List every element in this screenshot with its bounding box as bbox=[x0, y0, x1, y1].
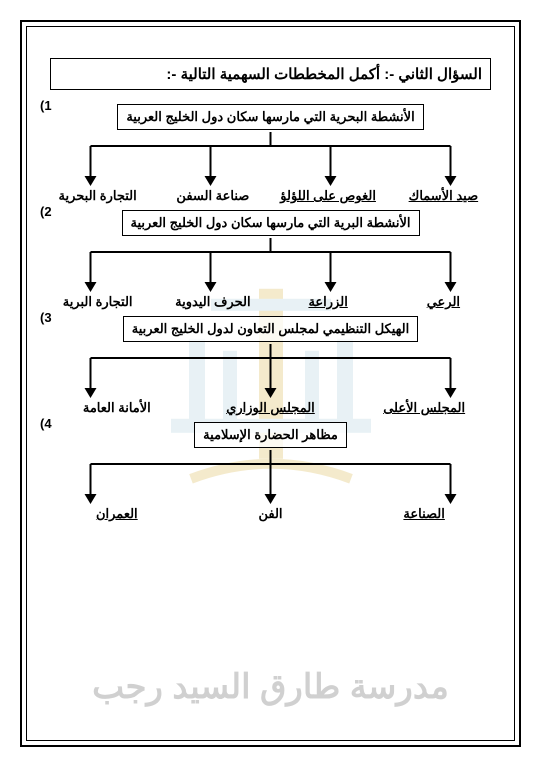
diagram-leaf: الفن bbox=[194, 506, 348, 522]
diagram-leaves: صيد الأسماكالغوص على اللؤلؤصناعة السفنال… bbox=[40, 188, 501, 204]
question-title: السؤال الثاني -: أكمل المخططات السهمية ا… bbox=[50, 58, 491, 90]
diagram-leaf: الزراعة bbox=[271, 294, 386, 310]
diagram-leaf: العمران bbox=[40, 506, 194, 522]
diagram-block: 1)الأنشطة البحرية التي مارسها سكان دول ا… bbox=[40, 104, 501, 204]
diagram-title: مظاهر الحضارة الإسلامية bbox=[194, 422, 347, 448]
diagram-title: الأنشطة البحرية التي مارسها سكان دول الخ… bbox=[117, 104, 423, 130]
arrows bbox=[40, 450, 501, 504]
arrows bbox=[40, 132, 501, 186]
content: السؤال الثاني -: أكمل المخططات السهمية ا… bbox=[28, 28, 513, 739]
diagram-block: 4)مظاهر الحضارة الإسلاميةالصناعةالفنالعم… bbox=[40, 422, 501, 522]
diagram-leaf: الأمانة العامة bbox=[40, 400, 194, 416]
diagram-title: الهيكل التنظيمي لمجلس التعاون لدول الخلي… bbox=[123, 316, 418, 342]
diagram-leaf: صيد الأسماك bbox=[386, 188, 501, 204]
diagram-leaf: الحرف اليدوية bbox=[155, 294, 270, 310]
diagram-leaf: الغوص على اللؤلؤ bbox=[271, 188, 386, 204]
arrows bbox=[40, 344, 501, 398]
diagram-leaf: الصناعة bbox=[347, 506, 501, 522]
diagrams-container: 1)الأنشطة البحرية التي مارسها سكان دول ا… bbox=[40, 104, 501, 522]
diagram-leaf: التجارة البحرية bbox=[40, 188, 155, 204]
diagram-block: 3)الهيكل التنظيمي لمجلس التعاون لدول الخ… bbox=[40, 316, 501, 416]
diagram-leaves: الصناعةالفنالعمران bbox=[40, 506, 501, 522]
diagram-leaf: التجارة البرية bbox=[40, 294, 155, 310]
diagram-title: الأنشطة البرية التي مارسها سكان دول الخل… bbox=[122, 210, 420, 236]
diagram-number: 2) bbox=[40, 204, 52, 219]
diagram-leaf: صناعة السفن bbox=[155, 188, 270, 204]
diagram-leaves: الرعيالزراعةالحرف اليدويةالتجارة البرية bbox=[40, 294, 501, 310]
arrows bbox=[40, 238, 501, 292]
diagram-number: 1) bbox=[40, 98, 52, 113]
diagram-leaf: المجلس الأعلى bbox=[347, 400, 501, 416]
diagram-number: 3) bbox=[40, 310, 52, 325]
diagram-number: 4) bbox=[40, 416, 52, 431]
diagram-leaves: المجلس الأعلىالمجلس الوزاريالأمانة العام… bbox=[40, 400, 501, 416]
diagram-leaf: المجلس الوزاري bbox=[194, 400, 348, 416]
diagram-block: 2)الأنشطة البرية التي مارسها سكان دول ال… bbox=[40, 210, 501, 310]
diagram-leaf: الرعي bbox=[386, 294, 501, 310]
